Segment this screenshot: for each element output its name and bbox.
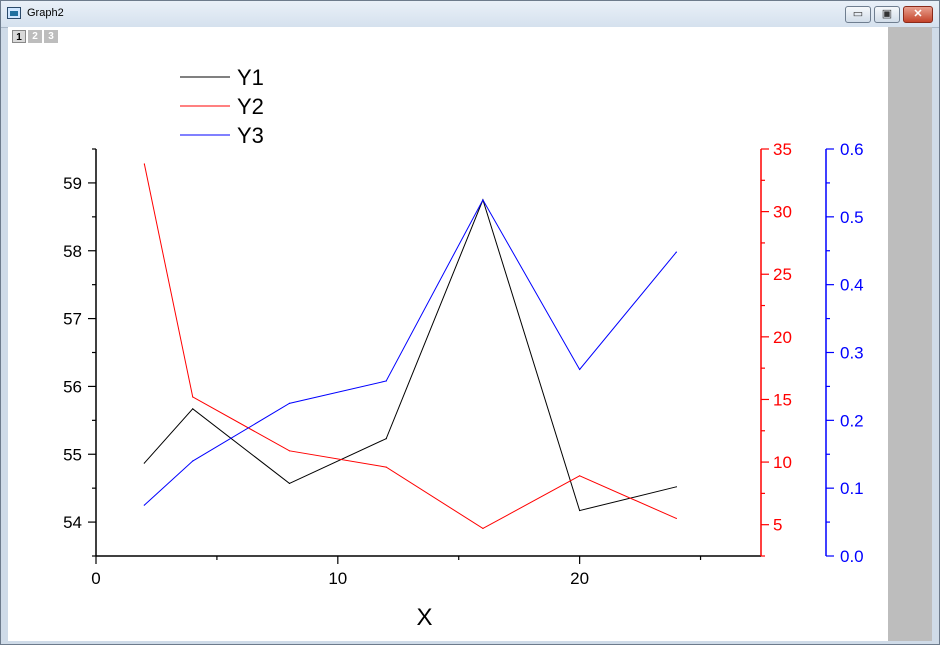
data-point-y3 <box>192 460 194 462</box>
data-point-y2 <box>579 475 581 477</box>
right2-tick-label: 0.6 <box>840 140 864 159</box>
right2-tick-label: 0.2 <box>840 411 864 430</box>
data-point-y1 <box>143 462 145 464</box>
data-point-y1 <box>385 438 387 440</box>
series-line-y3 <box>144 198 677 506</box>
x-axis-title: X <box>416 604 432 631</box>
data-point-y2 <box>143 163 145 165</box>
x-tick-label: 10 <box>328 569 347 588</box>
graph-page[interactable] <box>8 27 888 641</box>
data-point-y3 <box>675 251 677 253</box>
right1-tick-label: 5 <box>773 516 782 535</box>
right1-tick-label: 25 <box>773 265 792 284</box>
right2-tick-label: 0.0 <box>840 547 864 566</box>
right2-tick-label: 0.5 <box>840 208 864 227</box>
x-tick-label: 0 <box>91 569 100 588</box>
data-point-y1 <box>579 509 581 512</box>
left-y-tick-label: 58 <box>63 242 82 261</box>
right2-tick-label: 0.1 <box>840 479 864 498</box>
data-point-y1 <box>675 486 677 488</box>
data-point-y3 <box>482 199 484 201</box>
left-y-tick-label: 59 <box>63 174 82 193</box>
title-bar[interactable]: Graph2 ▭ ▣ ✕ <box>1 1 939 28</box>
minimize-button[interactable]: ▭ <box>845 6 871 23</box>
right1-tick-label: 10 <box>773 453 792 472</box>
x-tick-label: 20 <box>570 569 589 588</box>
left-y-tick-label: 57 <box>63 310 82 329</box>
data-point-y3 <box>143 504 145 506</box>
page-tab-1[interactable]: 1 <box>12 30 26 43</box>
data-point-y2 <box>482 527 484 530</box>
legend-label-y1: Y1 <box>237 65 264 90</box>
right1-tick-label: 20 <box>773 328 792 347</box>
chart-legend: Y1 Y2 Y3 <box>180 65 264 148</box>
legend-label-y2: Y2 <box>237 94 264 119</box>
right2-tick-label: 0.4 <box>840 276 864 295</box>
left-y-tick-label: 56 <box>63 377 82 396</box>
close-button[interactable]: ✕ <box>903 6 933 23</box>
right2-tick-label: 0.3 <box>840 344 864 363</box>
page-tab-2[interactable]: 2 <box>28 30 42 43</box>
data-point-y3 <box>579 368 581 371</box>
data-point-y3 <box>288 402 291 404</box>
data-point-y2 <box>385 466 387 468</box>
data-point-y2 <box>675 517 677 520</box>
data-point-y3 <box>385 380 387 382</box>
right1-tick-label: 15 <box>773 390 792 409</box>
data-point-y2 <box>192 396 194 398</box>
maximize-button[interactable]: ▣ <box>874 6 900 23</box>
series-line-y1 <box>143 198 677 512</box>
left-y-tick-label: 54 <box>63 513 82 532</box>
window-title: Graph2 <box>27 7 64 19</box>
data-point-y2 <box>288 450 291 452</box>
right1-tick-label: 30 <box>773 203 792 222</box>
data-point-y1 <box>288 482 291 485</box>
right1-tick-label: 35 <box>773 140 792 159</box>
page-tab-3[interactable]: 3 <box>44 30 58 43</box>
data-point-y1 <box>192 408 194 410</box>
legend-label-y3: Y3 <box>237 123 264 148</box>
left-y-tick-label: 55 <box>63 445 82 464</box>
series-line-y2 <box>143 163 677 530</box>
graph-window-icon[interactable] <box>7 7 21 19</box>
page-margin-area <box>888 27 932 641</box>
